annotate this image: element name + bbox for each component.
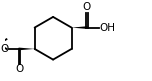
Polygon shape — [72, 26, 88, 29]
Polygon shape — [19, 48, 35, 50]
Text: O: O — [15, 64, 23, 74]
Text: O: O — [83, 2, 91, 12]
Text: O: O — [0, 44, 9, 54]
Text: OH: OH — [99, 23, 115, 33]
